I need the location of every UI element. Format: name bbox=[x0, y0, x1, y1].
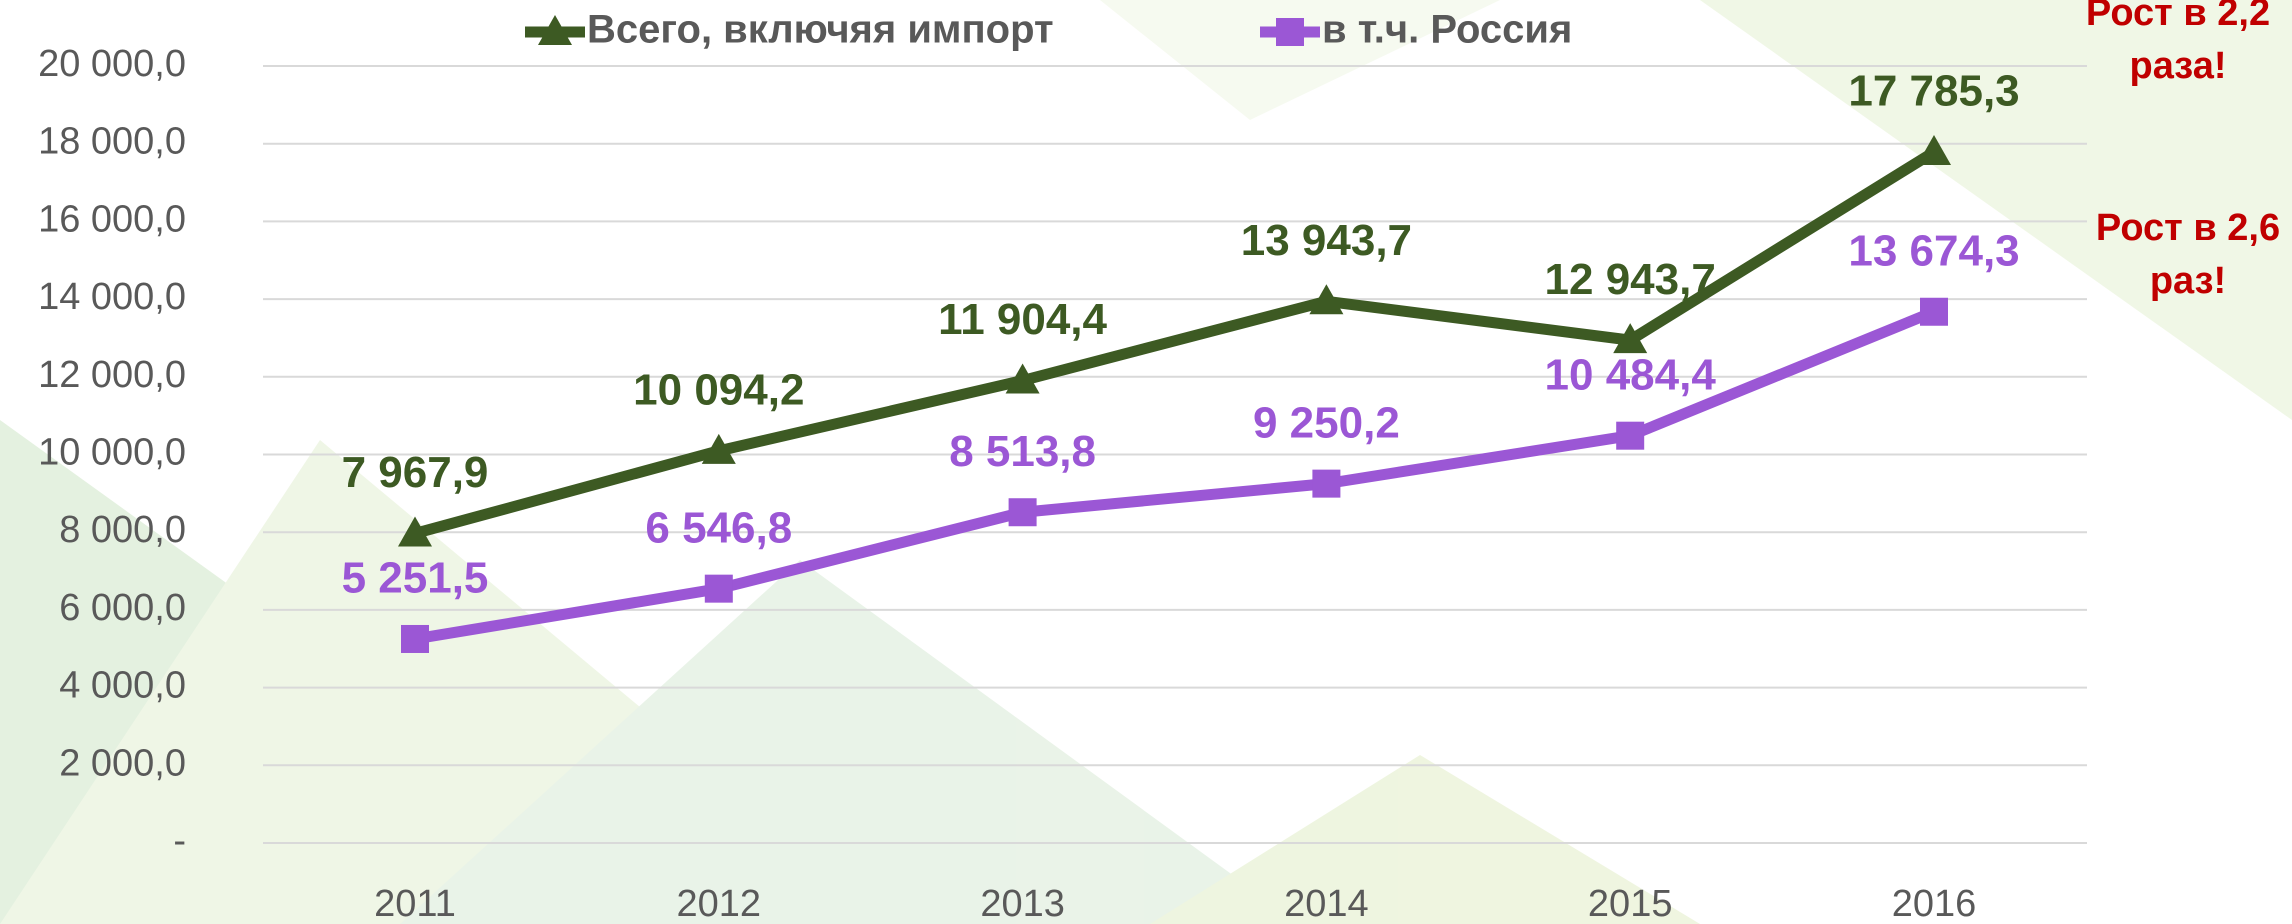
x-tick-label: 2016 bbox=[1892, 883, 1977, 924]
y-tick-label: 20 000,0 bbox=[38, 43, 186, 85]
y-tick-label: 10 000,0 bbox=[38, 432, 186, 474]
annotation: Рост в 2,6 bbox=[2096, 207, 2280, 249]
marker bbox=[1312, 469, 1341, 498]
data-label: 10 484,4 bbox=[1545, 350, 1717, 399]
bg-shape bbox=[1700, 0, 2292, 420]
data-label: 10 094,2 bbox=[633, 365, 804, 414]
marker bbox=[398, 516, 432, 547]
x-tick-label: 2013 bbox=[980, 883, 1065, 924]
marker bbox=[701, 433, 736, 464]
data-label: 13 674,3 bbox=[1848, 226, 2019, 275]
marker bbox=[1309, 284, 1344, 315]
marker bbox=[704, 574, 733, 603]
y-tick-label: 12 000,0 bbox=[38, 354, 186, 396]
y-tick-label: 18 000,0 bbox=[38, 121, 186, 163]
marker bbox=[1613, 323, 1648, 354]
series-line bbox=[413, 147, 1937, 539]
legend-label: Всего, включяя импорт bbox=[587, 8, 1054, 52]
annotation: раз! bbox=[2150, 260, 2226, 302]
series-line bbox=[414, 306, 1937, 645]
bg-shape bbox=[1150, 755, 1700, 924]
marker bbox=[1005, 363, 1040, 394]
data-label: 5 251,5 bbox=[342, 554, 489, 603]
y-tick-label: 16 000,0 bbox=[38, 198, 186, 240]
data-label: 6 546,8 bbox=[645, 503, 792, 552]
marker bbox=[1008, 498, 1037, 527]
bg-shape bbox=[1100, 0, 1500, 120]
annotation: раза! bbox=[2130, 45, 2227, 87]
data-label: 17 785,3 bbox=[1848, 67, 2019, 116]
marker bbox=[401, 624, 429, 653]
data-label: 11 904,4 bbox=[938, 295, 1107, 344]
legend-marker bbox=[538, 15, 572, 45]
x-tick-label: 2014 bbox=[1284, 883, 1369, 924]
y-tick-label: - bbox=[173, 820, 186, 862]
y-tick-label: 8 000,0 bbox=[59, 509, 186, 551]
y-tick-label: 2 000,0 bbox=[59, 742, 186, 784]
annotation: Рост в 2,2 bbox=[2086, 0, 2270, 34]
data-label: 12 943,7 bbox=[1545, 255, 1716, 304]
bg-shape bbox=[400, 560, 1300, 924]
x-tick-label: 2011 bbox=[374, 883, 456, 924]
legend-marker bbox=[1276, 18, 1304, 46]
marker bbox=[1920, 297, 1948, 326]
data-label: 13 943,7 bbox=[1241, 216, 1412, 265]
data-label: 7 967,9 bbox=[342, 448, 489, 497]
legend-label: в т.ч. Россия bbox=[1322, 8, 1572, 52]
x-tick-label: 2012 bbox=[677, 883, 762, 924]
data-label: 8 513,8 bbox=[949, 427, 1096, 476]
y-tick-label: 4 000,0 bbox=[59, 665, 186, 707]
y-tick-label: 6 000,0 bbox=[59, 587, 186, 629]
marker bbox=[1917, 135, 1951, 166]
data-label: 9 250,2 bbox=[1253, 398, 1400, 447]
marker bbox=[1616, 421, 1645, 450]
x-tick-label: 2015 bbox=[1588, 883, 1673, 924]
y-tick-label: 14 000,0 bbox=[38, 276, 186, 318]
